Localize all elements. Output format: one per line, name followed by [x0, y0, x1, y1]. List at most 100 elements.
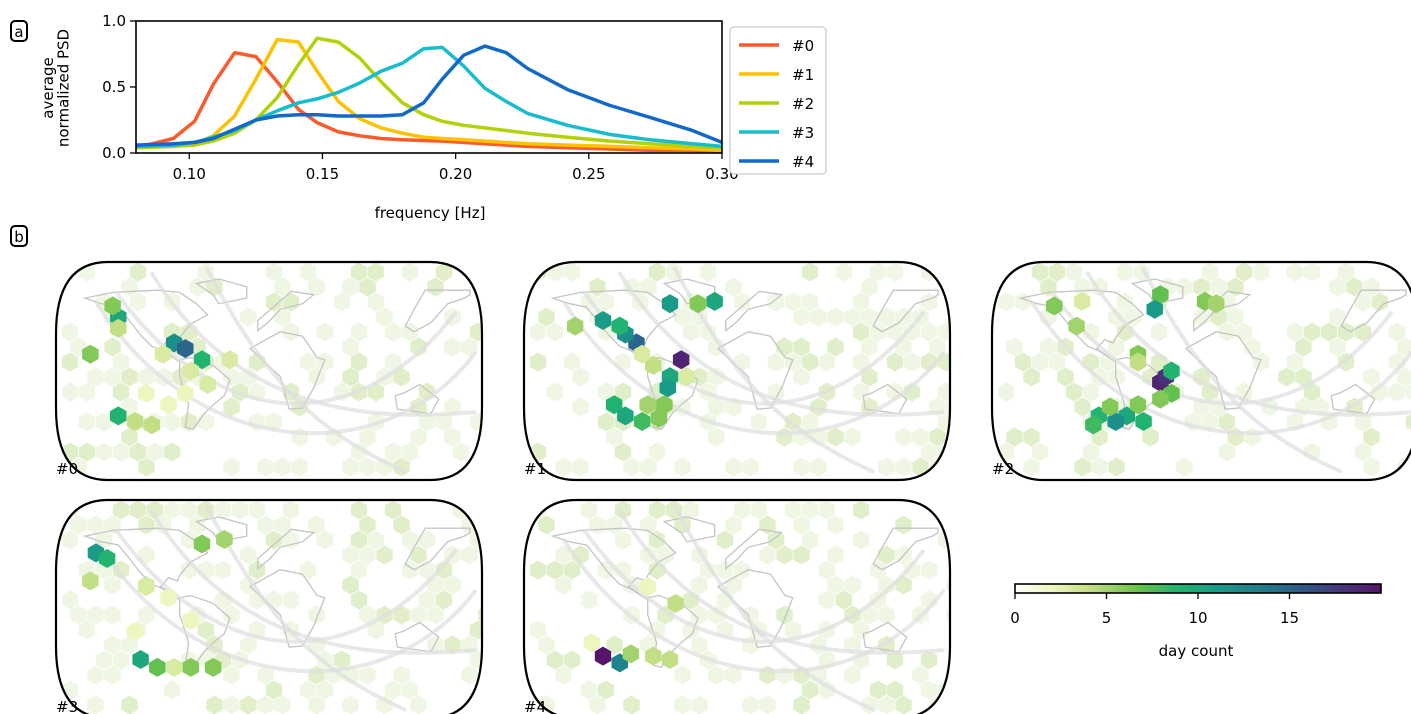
legend-label-1: #1: [792, 66, 814, 84]
background-hex: [112, 382, 130, 402]
background-hex: [1057, 367, 1074, 387]
background-hex: [1346, 277, 1363, 297]
hexbin-cell: [706, 291, 723, 311]
background-hex: [1065, 262, 1083, 282]
background-hex: [469, 620, 482, 640]
map-panel-1: #1: [522, 260, 979, 482]
panel-label-a: a: [10, 20, 28, 42]
background-hex: [793, 337, 810, 357]
background-hex: [878, 307, 895, 327]
background-hex: [87, 605, 104, 625]
hexbin-cell: [661, 294, 679, 314]
background-hex: [682, 500, 700, 520]
background-hex: [410, 427, 427, 447]
background-hex: [138, 367, 155, 387]
background-hex: [555, 457, 572, 477]
background-hex: [359, 665, 376, 685]
background-hex: [963, 696, 979, 714]
y-tick-label: 0.5: [102, 78, 126, 96]
coastline: [257, 290, 316, 332]
background-hex: [78, 442, 96, 462]
background-hex: [903, 322, 921, 342]
background-hex: [265, 680, 283, 700]
background-hex: [342, 695, 359, 714]
background-hex: [1397, 337, 1411, 357]
background-hex: [61, 322, 79, 342]
background-hex: [1354, 442, 1372, 462]
background-hex: [963, 428, 979, 447]
background-hex: [614, 382, 632, 402]
background-hex: [240, 695, 257, 714]
background-hex: [844, 427, 861, 447]
background-hex: [410, 605, 427, 625]
background-hex: [410, 545, 427, 565]
background-hex: [750, 500, 768, 520]
background-hex: [674, 665, 691, 685]
background-hex: [350, 590, 368, 610]
background-hex: [308, 515, 325, 535]
map-frame: [54, 260, 484, 482]
background-hex: [691, 367, 708, 387]
hexbin-cell: [126, 621, 144, 641]
background-hex: [1278, 367, 1295, 387]
map-content: [61, 500, 511, 714]
background-hex: [903, 560, 921, 580]
background-hex: [257, 665, 274, 685]
background-hex: [274, 695, 291, 714]
hexbin-cell: [622, 644, 640, 664]
background-hex: [1210, 307, 1227, 327]
background-hex: [614, 530, 632, 550]
background-hex: [104, 635, 121, 655]
background-hex: [1116, 292, 1134, 312]
background-hex: [104, 575, 121, 595]
hexbin-cell: [1068, 316, 1085, 336]
background-hex: [95, 442, 113, 462]
background-hex: [801, 262, 819, 282]
background-hex: [818, 590, 836, 610]
hexbin-cell: [137, 577, 155, 597]
hexbin-cell: [594, 646, 612, 666]
background-hex: [878, 545, 895, 565]
background-hex: [384, 442, 402, 462]
background-hex: [138, 457, 155, 477]
background-hex: [121, 635, 138, 655]
background-hex: [401, 530, 419, 550]
background-hex: [163, 500, 181, 520]
background-hex: [495, 516, 511, 535]
hexbin-cell: [1135, 412, 1152, 431]
background-hex: [674, 307, 691, 327]
background-hex: [1023, 367, 1040, 387]
background-hex: [1295, 367, 1312, 387]
background-hex: [274, 515, 291, 535]
background-hex: [104, 665, 121, 685]
background-hex: [265, 262, 283, 282]
background-hex: [963, 458, 979, 477]
background-hex: [257, 695, 274, 714]
hexbin-cell: [1129, 395, 1147, 415]
background-hex: [384, 322, 402, 342]
background-hex: [886, 680, 904, 700]
background-hex: [708, 427, 725, 447]
hexbin-cell: [110, 406, 127, 426]
x-axis-label: frequency [Hz]: [375, 204, 486, 222]
map-frame: [522, 260, 952, 482]
background-hex: [444, 427, 461, 447]
background-hex: [248, 560, 266, 580]
background-hex: [367, 292, 385, 312]
background-hex: [1244, 427, 1261, 447]
background-hex: [623, 457, 640, 477]
background-hex: [716, 560, 734, 580]
background-hex: [937, 500, 950, 520]
series-line-2: [135, 36, 723, 150]
background-hex: [427, 605, 444, 625]
background-hex: [1337, 322, 1355, 342]
background-hex: [572, 397, 589, 417]
background-hex: [333, 292, 351, 312]
background-hex: [699, 560, 717, 580]
background-hex: [342, 337, 359, 357]
background-hex: [1006, 337, 1023, 357]
background-hex: [469, 650, 482, 670]
background-hex: [1227, 307, 1244, 327]
background-hex: [878, 695, 895, 714]
hexbin-cell: [1101, 397, 1119, 417]
